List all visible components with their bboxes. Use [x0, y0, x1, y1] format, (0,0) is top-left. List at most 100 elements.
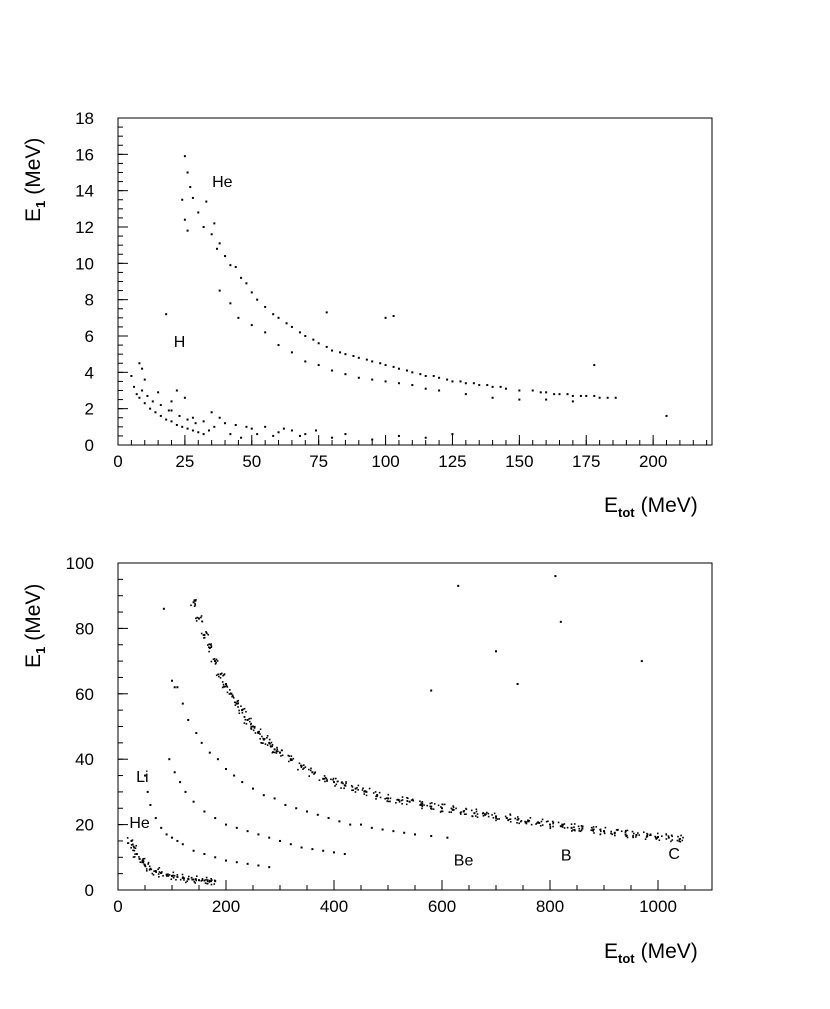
data-point [473, 812, 476, 815]
data-point-fill [221, 686, 224, 689]
data-point-fill [509, 813, 511, 815]
data-point [219, 673, 222, 676]
data-point [277, 316, 280, 319]
data-point [213, 222, 216, 225]
y-tick-label: 12 [75, 218, 94, 237]
bottom-scatter-plot: 0 200 400 600 800 1000 0 20 40 60 80 100 Etot (MeV) E1… [22, 554, 713, 966]
data-point-fill [200, 880, 203, 882]
data-point [256, 298, 259, 301]
data-point [229, 433, 232, 436]
data-point [189, 186, 192, 189]
data-point [344, 433, 347, 436]
data-point-fill [561, 823, 563, 826]
data-point-fill [298, 762, 301, 765]
data-point-fill [206, 632, 208, 635]
data-point-fill [271, 745, 274, 748]
data-point [143, 378, 146, 381]
data-point-fill [259, 733, 261, 735]
data-point [165, 873, 168, 876]
data-point [516, 682, 519, 685]
data-point [491, 396, 494, 399]
data-point-fill [210, 878, 212, 880]
data-point [322, 777, 325, 780]
data-point [317, 364, 320, 367]
data-point [298, 434, 301, 437]
data-point-fill [421, 803, 423, 806]
data-point-fill [220, 672, 223, 675]
data-point [657, 836, 659, 839]
data-point-fill [210, 643, 212, 645]
data-point [273, 748, 276, 751]
data-point-fill [313, 773, 315, 775]
data-point-fill [389, 800, 391, 803]
data-point-fill [271, 744, 274, 746]
data-point-fill [240, 705, 242, 708]
data-point [559, 620, 562, 623]
data-point-fill [603, 830, 606, 833]
data-point-fill [262, 737, 264, 740]
data-point [606, 396, 609, 399]
data-point [414, 833, 416, 836]
data-point [183, 155, 186, 158]
data-point-fill [610, 832, 612, 835]
data-point-fill [217, 673, 220, 676]
series-li [144, 774, 271, 869]
data-point-fill [206, 880, 209, 883]
data-point [194, 422, 197, 425]
data-point-fill [222, 674, 224, 677]
data-point-fill [208, 881, 211, 883]
data-point [154, 870, 157, 873]
data-point-fill [133, 856, 136, 858]
data-point-fill [323, 777, 326, 780]
data-point-fill [342, 782, 344, 785]
data-point [141, 367, 144, 370]
data-point [173, 771, 176, 774]
data-point-fill [210, 660, 213, 663]
data-point [162, 607, 165, 610]
data-point-fill [386, 800, 389, 802]
y-tick-label: 4 [85, 363, 94, 382]
data-point-fill [193, 880, 196, 883]
data-point-fill [314, 772, 316, 774]
data-point-fill [432, 808, 435, 810]
data-point-fill [563, 827, 566, 829]
data-point [246, 830, 249, 833]
data-point [192, 800, 195, 803]
data-point-fill [210, 883, 213, 886]
data-point-fill [678, 840, 681, 843]
data-point [295, 807, 298, 810]
y-tick-label: 0 [85, 881, 94, 900]
data-point [667, 836, 670, 839]
data-point-fill [470, 809, 473, 812]
data-point [327, 817, 330, 820]
data-point-fill [357, 789, 359, 791]
data-point [195, 732, 198, 735]
data-point-fill [374, 791, 377, 793]
data-point [571, 400, 574, 403]
data-point-fill [524, 820, 526, 823]
y-tick-label: 2 [85, 400, 94, 419]
plot-frame [117, 117, 713, 446]
y-tick-label: 60 [75, 685, 94, 704]
data-point [144, 774, 146, 777]
data-point-fill [410, 799, 413, 801]
data-point-fill [375, 798, 377, 800]
data-point [333, 851, 335, 854]
data-point [384, 380, 387, 383]
data-point-fill [147, 861, 150, 864]
data-point-fill [485, 813, 487, 815]
data-point-fill [421, 805, 424, 808]
data-point-fill [274, 751, 276, 754]
data-point-fill [131, 843, 134, 846]
data-point-fill [162, 874, 164, 877]
data-point [272, 434, 275, 437]
data-point [181, 198, 184, 201]
data-point-fill [518, 822, 521, 825]
x-tick-label: 600 [428, 897, 456, 916]
data-point [235, 702, 238, 705]
top-scatter-plot: 0 25 50 75 100 125 150 175 200 0 2 4 6 8 10 12 14 16 18 Eto… [22, 109, 713, 520]
data-point [167, 409, 170, 412]
data-point-fill [245, 723, 248, 725]
data-point [285, 322, 288, 325]
data-point [246, 718, 249, 721]
